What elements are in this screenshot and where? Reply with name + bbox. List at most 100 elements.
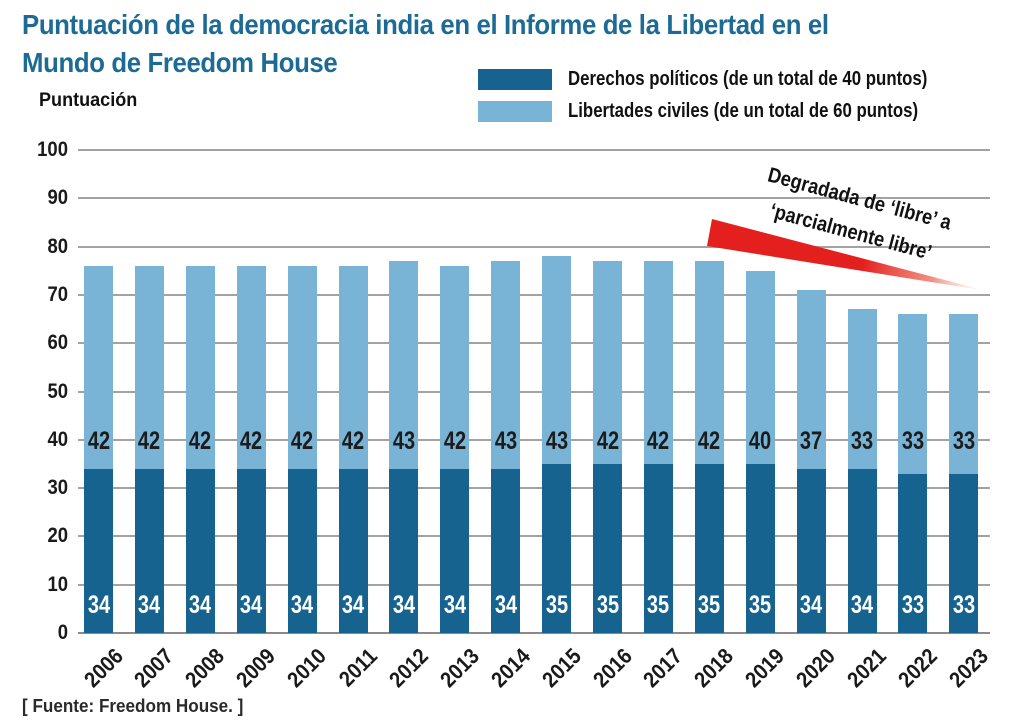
bar-civil-liberties xyxy=(287,265,317,469)
political-rights-value-label: 35 xyxy=(596,591,619,619)
bar-political-rights xyxy=(847,468,877,633)
legend-row-civil: Libertades civiles (de un total de 60 pu… xyxy=(478,100,996,122)
y-tick-label: 50 xyxy=(47,379,68,403)
civil-liberties-value-label: 42 xyxy=(647,427,670,455)
bar-political-rights xyxy=(134,468,164,633)
gridline xyxy=(78,245,990,248)
y-tick-label: 100 xyxy=(37,138,68,161)
bar-political-rights xyxy=(84,468,113,633)
x-axis-year-label: 2022 xyxy=(893,643,942,693)
gridline xyxy=(78,535,990,538)
y-axis-title: Puntuación xyxy=(39,90,138,111)
civil-liberties-value-label: 42 xyxy=(87,427,110,455)
political-rights-value-label: 35 xyxy=(545,591,568,619)
bar-political-rights xyxy=(389,468,419,633)
x-axis-year-label: 2019 xyxy=(740,643,790,693)
bar-civil-liberties xyxy=(440,265,470,469)
x-axis-year-label: 2012 xyxy=(384,643,433,693)
y-tick-label: 60 xyxy=(47,331,68,355)
political-rights-value-label: 34 xyxy=(850,591,874,619)
civil-liberties-value-label: 33 xyxy=(850,427,874,455)
civil-liberties-value-label: 42 xyxy=(290,427,314,455)
bar-civil-liberties xyxy=(84,265,113,469)
x-axis-year-label: 2020 xyxy=(791,643,841,693)
bar-political-rights xyxy=(694,463,724,633)
y-tick-label: 90 xyxy=(47,186,68,210)
political-rights-value-label: 33 xyxy=(901,591,925,619)
political-rights-value-label: 34 xyxy=(290,591,314,619)
political-rights-value-label: 33 xyxy=(952,591,975,619)
chart-title: Puntuación de la democracia india en el … xyxy=(22,6,829,82)
political-rights-value-label: 35 xyxy=(698,591,721,619)
y-tick-label: 20 xyxy=(47,524,68,548)
civil-liberties-value-label: 37 xyxy=(799,427,823,455)
source-note: [ Fuente: Freedom House. ] xyxy=(22,696,244,716)
legend: Derechos políticos (de un total de 40 pu… xyxy=(478,68,996,122)
x-axis-year-label: 2010 xyxy=(282,643,332,693)
gridline xyxy=(78,632,990,634)
civil-liberties-value-label: 42 xyxy=(443,427,466,455)
bar-political-rights xyxy=(287,468,317,633)
gridline xyxy=(78,149,990,151)
legend-swatch-political xyxy=(478,69,552,90)
bar-political-rights xyxy=(643,463,673,633)
bar-civil-liberties xyxy=(338,265,368,469)
gridline xyxy=(78,438,990,441)
political-rights-value-label: 35 xyxy=(647,591,670,619)
y-tick-label: 80 xyxy=(47,234,68,258)
bar-political-rights xyxy=(185,468,215,633)
gridline xyxy=(78,390,990,393)
bar-civil-liberties xyxy=(643,261,673,464)
bar-civil-liberties xyxy=(542,256,572,464)
x-axis-year-label: 2014 xyxy=(485,643,535,693)
political-rights-value-label: 34 xyxy=(341,591,365,619)
bar-political-rights xyxy=(593,463,622,633)
bar-political-rights xyxy=(796,468,826,633)
legend-label-civil: Libertades civiles (de un total de 60 pu… xyxy=(568,100,919,122)
civil-liberties-value-label: 42 xyxy=(138,427,161,455)
y-tick-label: 10 xyxy=(47,572,68,596)
bar-civil-liberties xyxy=(134,265,164,469)
political-rights-value-label: 34 xyxy=(799,591,823,619)
x-axis-year-label: 2013 xyxy=(434,643,484,693)
civil-liberties-value-label: 33 xyxy=(901,427,925,455)
political-rights-value-label: 34 xyxy=(392,591,416,619)
civil-liberties-value-label: 43 xyxy=(392,427,416,455)
x-axis-year-label: 2023 xyxy=(943,643,993,693)
civil-liberties-value-label: 43 xyxy=(494,427,517,455)
y-tick-label: 0 xyxy=(57,621,68,644)
civil-liberties-value-label: 43 xyxy=(545,427,568,455)
y-tick-label: 30 xyxy=(47,476,68,500)
bar-political-rights xyxy=(542,463,572,633)
bar-political-rights xyxy=(949,473,979,633)
political-rights-value-label: 34 xyxy=(189,591,212,619)
gridline xyxy=(78,197,990,200)
bar-civil-liberties xyxy=(694,261,724,464)
legend-label-political: Derechos políticos (de un total de 40 pu… xyxy=(568,68,928,90)
political-rights-value-label: 34 xyxy=(494,591,517,619)
x-axis-year-label: 2017 xyxy=(638,643,688,693)
bar-political-rights xyxy=(491,468,521,633)
political-rights-value-label: 35 xyxy=(749,591,772,619)
x-axis-year-label: 2009 xyxy=(231,643,281,693)
bar-civil-liberties xyxy=(745,270,775,464)
bar-civil-liberties xyxy=(949,314,979,474)
x-axis-year-label: 2016 xyxy=(587,643,637,693)
bar-civil-liberties xyxy=(847,309,877,469)
political-rights-value-label: 34 xyxy=(138,591,161,619)
bar-civil-liberties xyxy=(185,265,215,469)
bar-civil-liberties xyxy=(389,261,419,469)
civil-liberties-value-label: 42 xyxy=(341,427,365,455)
chart-title-line2: Mundo de Freedom House xyxy=(22,47,338,78)
x-axis-year-label: 2015 xyxy=(536,643,586,693)
bar-political-rights xyxy=(440,468,470,633)
chart-title-line1: Puntuación de la democracia india en el … xyxy=(22,9,829,40)
bar-political-rights xyxy=(898,473,928,633)
bar-civil-liberties xyxy=(236,265,266,469)
civil-liberties-value-label: 42 xyxy=(240,427,263,455)
civil-liberties-value-label: 33 xyxy=(952,427,975,455)
gridline xyxy=(78,487,990,490)
bar-civil-liberties xyxy=(796,290,826,469)
